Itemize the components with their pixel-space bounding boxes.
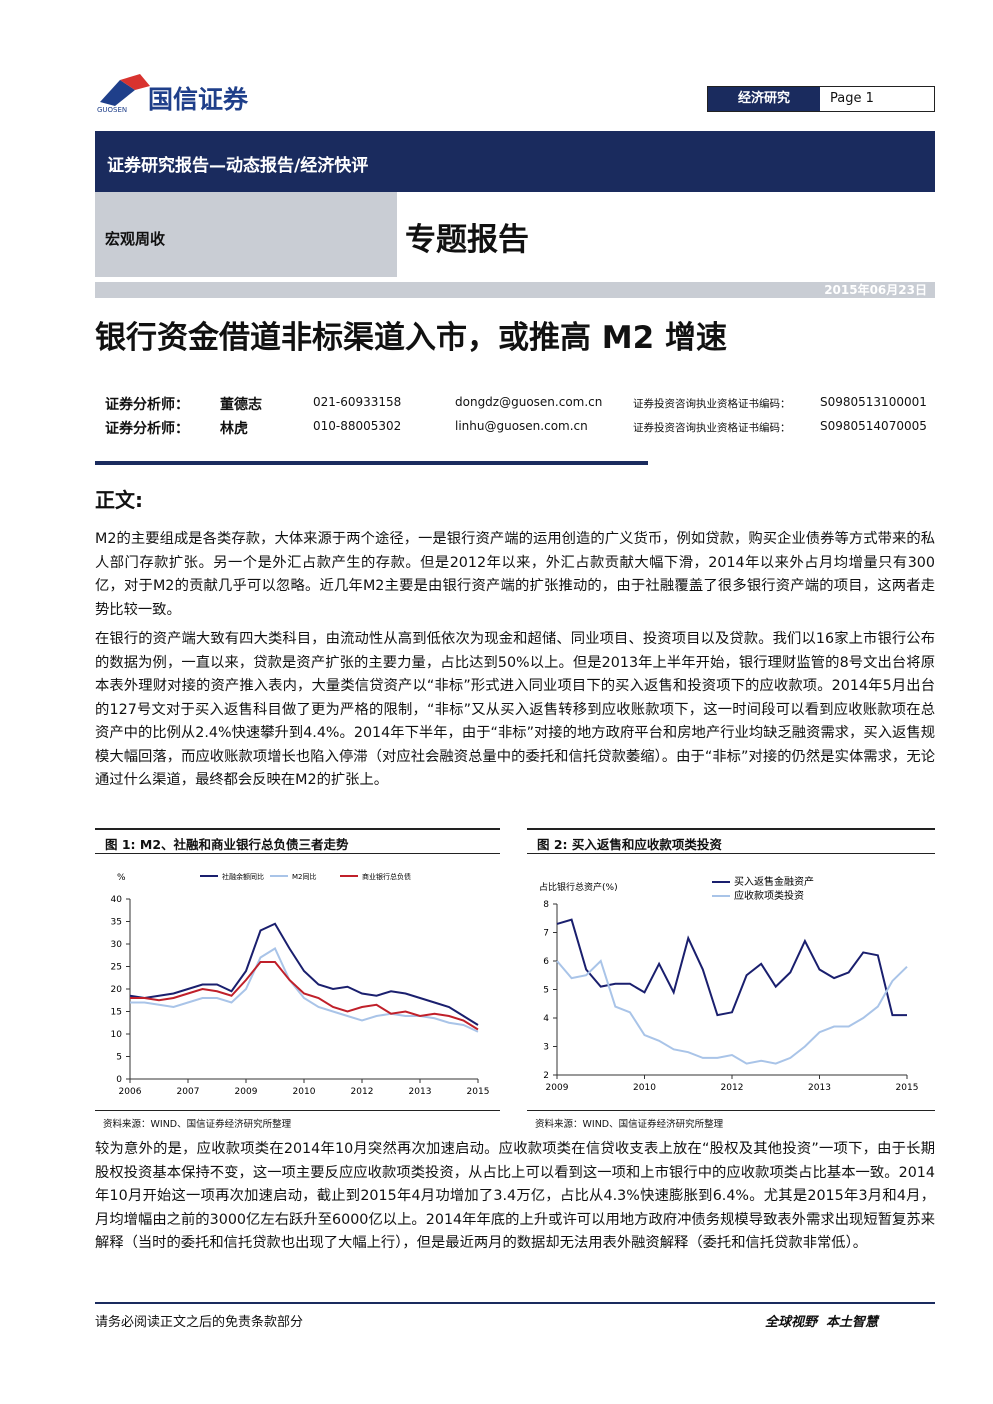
y-tick-label: 25 — [111, 963, 122, 973]
figure-rule — [95, 853, 500, 854]
legend-label: 社融余额同比 — [222, 872, 264, 881]
banner: 证券研究报告—动态报告/经济快评 — [95, 131, 935, 192]
y-tick-label: 4 — [543, 1014, 549, 1024]
y-tick-label: 5 — [543, 986, 549, 996]
main-title: 银行资金借道非标渠道入市，或推高 M2 增速 — [95, 320, 728, 356]
series-line — [556, 959, 908, 1065]
logo-sub: GUOSEN — [97, 106, 128, 114]
logo-text: 国信证券 — [148, 85, 249, 114]
x-tick-label: 2010 — [293, 1087, 316, 1097]
legend-label: M2同比 — [292, 872, 317, 881]
figure-title: 图 2: 买入返售和应收款项类投资 — [537, 837, 722, 852]
figure-rule — [95, 828, 500, 830]
analyst-name: 董德志 — [220, 397, 262, 413]
figure-title: 图 1: M2、社融和商业银行总负债三者走势 — [105, 837, 349, 852]
section-label: 经济研究 — [708, 87, 820, 111]
category-box: 宏观周收 — [95, 192, 397, 277]
x-tick-label: 2013 — [808, 1083, 831, 1093]
header-box: 经济研究 Page 1 — [707, 86, 935, 112]
x-tick-label: 2009 — [235, 1087, 258, 1097]
footer-rule — [95, 1302, 935, 1304]
paragraph: 较为意外的是，应收款项类在2014年10月突然再次加速启动。应收款项类在信贷收支… — [95, 1141, 935, 1251]
x-tick-label: 2013 — [409, 1087, 432, 1097]
slogan: 全球视野 本土智慧 — [765, 1315, 879, 1330]
y-tick-label: 3 — [543, 1043, 549, 1053]
series-line — [556, 918, 907, 1017]
y-tick-label: 2 — [543, 1071, 549, 1081]
y-tick-label: 0 — [116, 1075, 122, 1085]
x-tick-label: 2012 — [721, 1083, 744, 1093]
x-tick-label: 2006 — [119, 1087, 142, 1097]
analyst-email: dongdz@guosen.com.cn — [455, 395, 603, 409]
x-tick-label: 2007 — [177, 1087, 200, 1097]
x-tick-label: 2015 — [467, 1087, 490, 1097]
analyst-phone: 021-60933158 — [313, 395, 402, 409]
figure-source: 资料来源：WIND、国信证券经济研究所整理 — [535, 1119, 724, 1130]
y-tick-label: 30 — [111, 940, 123, 950]
analyst-role: 证券分析师： — [105, 421, 189, 437]
date-bar: 2015年06月23日 — [95, 282, 935, 298]
cert-number: S0980514070005 — [820, 419, 927, 433]
figure-rule — [95, 1110, 500, 1111]
chart: 占比银行总资产(%) 2 3 4 5 6 7 8 2009 2010 2012 2013 2015 买入返… — [539, 875, 919, 1093]
y-tick-label: 8 — [543, 900, 549, 910]
y-tick-label: 5 — [116, 1053, 122, 1063]
legend-label: 应收款项类投资 — [734, 889, 804, 902]
cert-label: 证券投资咨询执业资格证书编码： — [633, 398, 791, 410]
y-tick-label: 20 — [111, 985, 123, 995]
y-tick-label: 10 — [111, 1030, 123, 1040]
section-heading: 正文: — [95, 488, 143, 512]
figure-source: 资料来源：WIND、国信证券经济研究所整理 — [103, 1119, 292, 1130]
rule — [95, 461, 648, 465]
legend-label: 买入返售金融资产 — [734, 875, 814, 888]
x-tick-label: 2015 — [896, 1083, 919, 1093]
report-type: 专题报告 — [405, 222, 529, 258]
legend-label: 商业银行总负债 — [362, 872, 411, 881]
date: 2015年06月23日 — [824, 283, 927, 297]
y-tick-label: 6 — [543, 957, 549, 967]
paragraph: 在银行的资产端大致有四大类科目，由流动性从高到低依次为现金和超储、同业项目、投资… — [95, 631, 935, 788]
analyst-name: 林虎 — [220, 421, 248, 437]
y-axis-label: 占比银行总资产(%) — [539, 881, 618, 893]
x-tick-label: 2012 — [351, 1087, 374, 1097]
logo-mark — [100, 74, 150, 106]
x-tick-label: 2010 — [633, 1083, 656, 1093]
page-number: Page 1 — [830, 91, 874, 106]
chart: % 0 5 10 15 20 25 30 35 40 2006 2007 2009 2010 2012 201… — [111, 872, 490, 1097]
y-tick-label: 15 — [111, 1008, 122, 1018]
series-line — [130, 961, 479, 1031]
y-tick-label: 7 — [543, 929, 549, 939]
y-axis-label: % — [117, 873, 126, 883]
figure-rule — [527, 853, 935, 854]
figure-rule — [527, 1110, 935, 1111]
category: 宏观周收 — [105, 230, 166, 248]
figure-rule — [527, 828, 935, 830]
banner-title: 证券研究报告—动态报告/经济快评 — [107, 156, 369, 176]
disclaimer: 请务必阅读正文之后的免责条款部分 — [95, 1315, 304, 1330]
analyst-phone: 010-88005302 — [313, 419, 402, 433]
y-tick-label: 40 — [111, 895, 123, 905]
paragraph: M2的主要组成是各类存款，大体来源于两个途径，一是银行资产端的运用创造的广义货币… — [95, 531, 935, 618]
cert-label: 证券投资咨询执业资格证书编码： — [633, 422, 791, 434]
x-tick-label: 2009 — [546, 1083, 569, 1093]
analyst-email: linhu@guosen.com.cn — [455, 419, 588, 433]
analyst-role: 证券分析师： — [105, 397, 189, 413]
cert-number: S0980513100001 — [820, 395, 927, 409]
series-line — [129, 922, 479, 1026]
y-tick-label: 35 — [111, 918, 122, 928]
